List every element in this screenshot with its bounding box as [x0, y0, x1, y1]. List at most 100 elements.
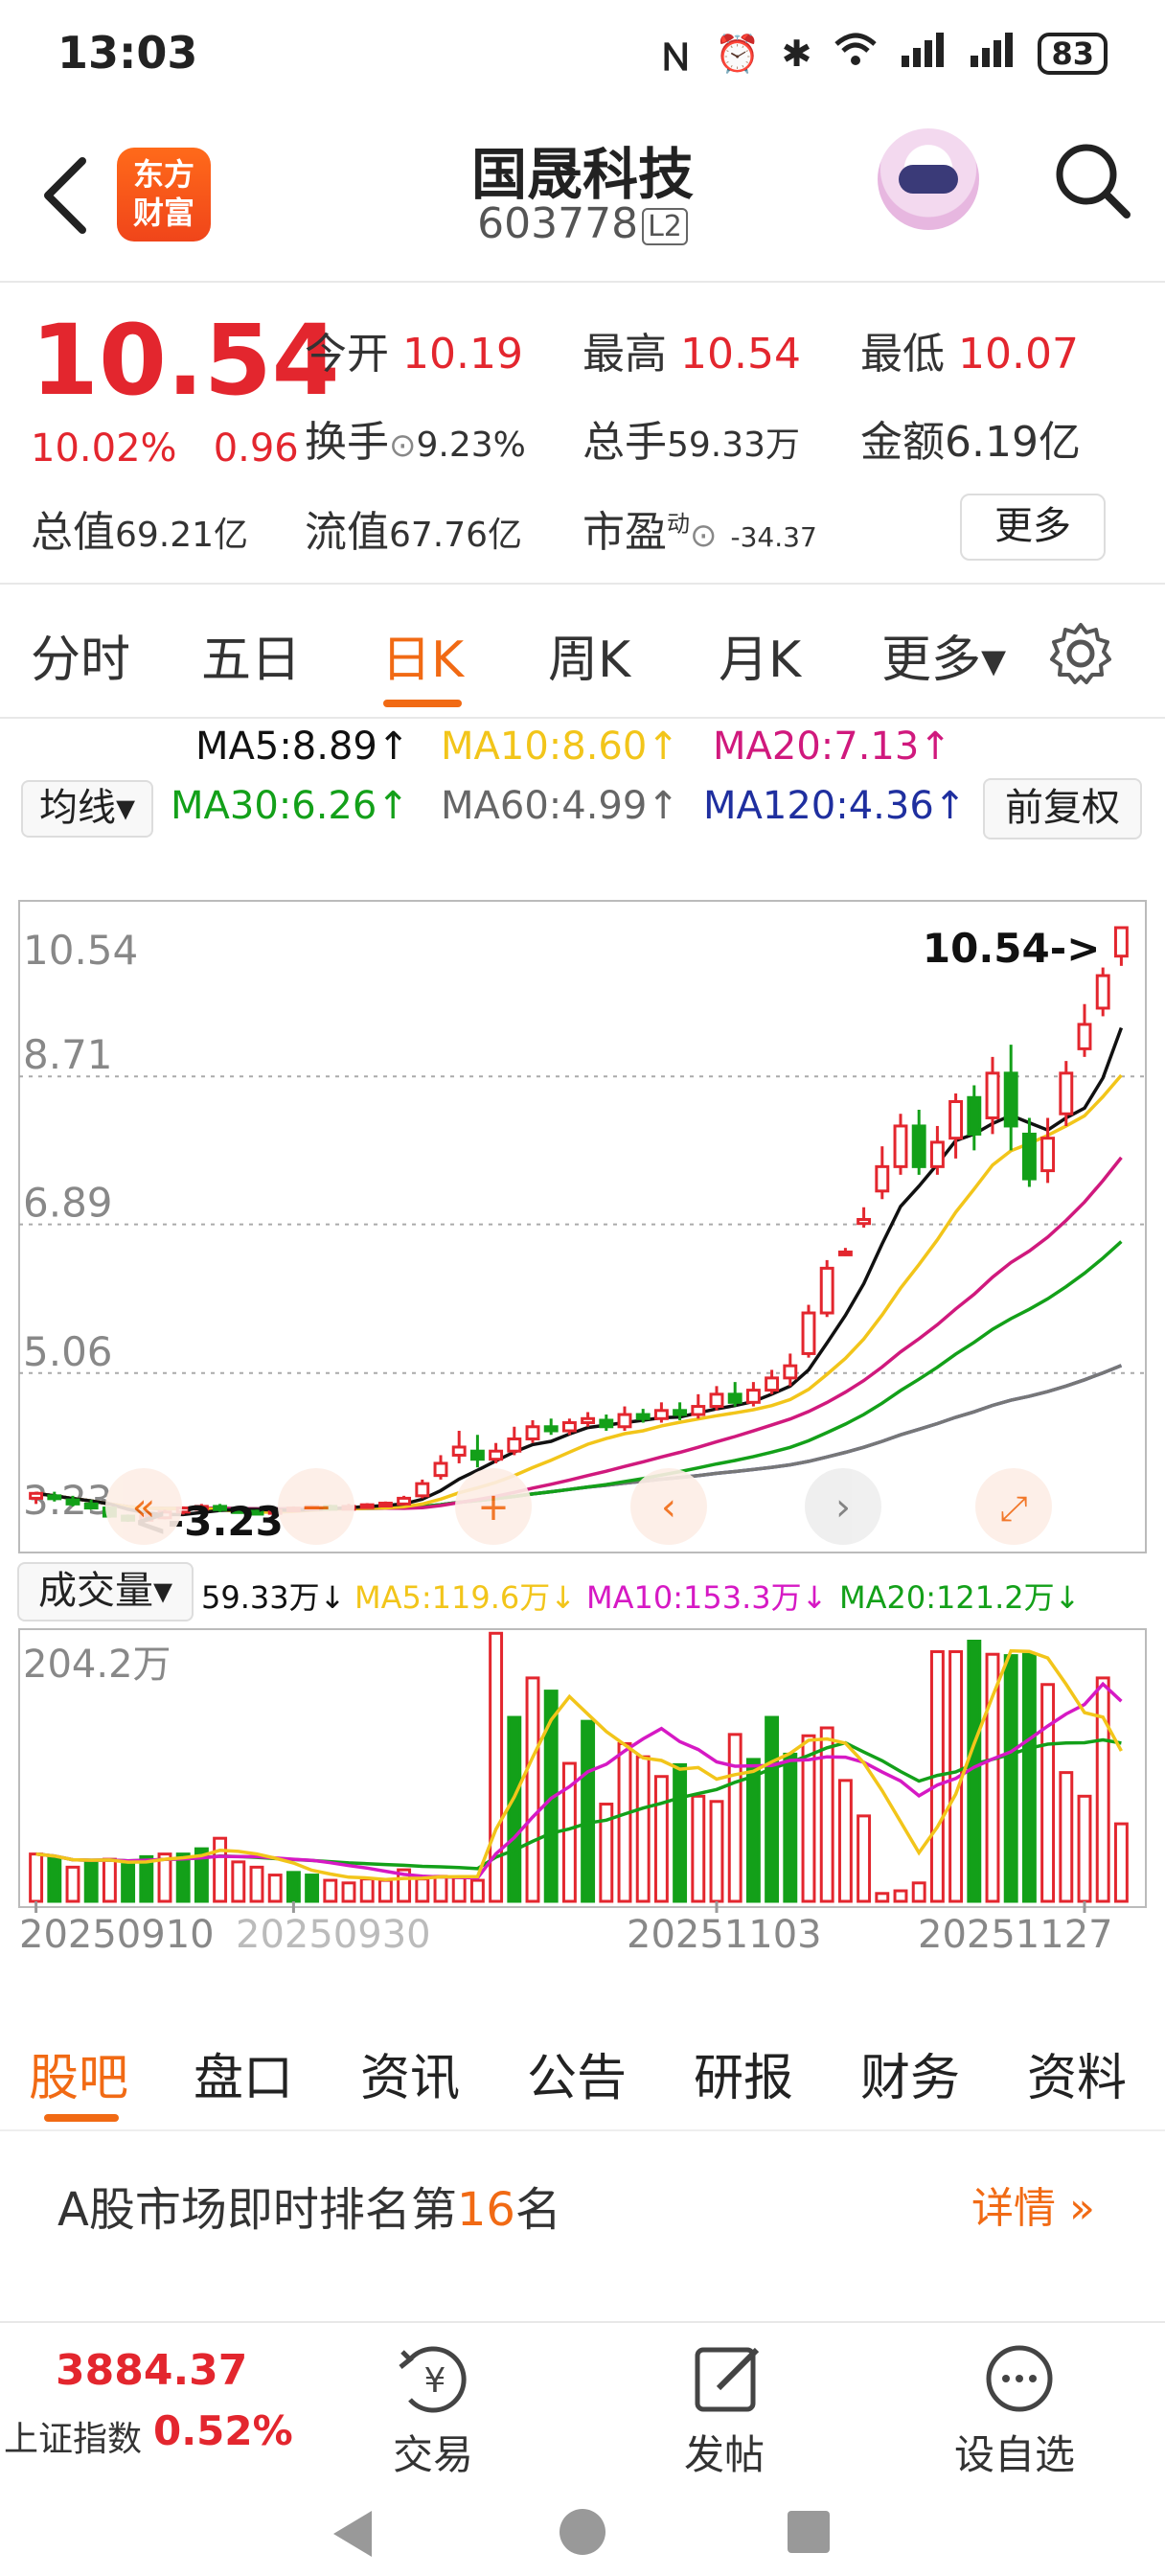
- rank-number: 16: [456, 2183, 515, 2237]
- volume-field: 总手59.33万: [582, 407, 800, 469]
- compose-icon[interactable]: [690, 2342, 766, 2415]
- tab-profile[interactable]: 资料: [1027, 2050, 1128, 2107]
- rank-detail-link[interactable]: 详情 »: [971, 2174, 1095, 2235]
- trade-label[interactable]: 交易: [393, 2431, 474, 2478]
- volume-bar: [213, 1836, 228, 1903]
- float-value: 67.76亿: [389, 516, 523, 555]
- volume-bar: [157, 1852, 172, 1903]
- price-change: 10.02% 0.96: [31, 426, 299, 471]
- candle-body: [489, 1449, 504, 1461]
- volume-bar: [194, 1847, 209, 1903]
- candle-body: [1077, 1023, 1092, 1050]
- post-label[interactable]: 发帖: [684, 2431, 765, 2478]
- ma-selector[interactable]: 均线▾: [21, 780, 153, 838]
- nav-home-icon[interactable]: [556, 2505, 609, 2559]
- fast-back-icon[interactable]: «: [132, 1485, 155, 1530]
- tab-announcements[interactable]: 公告: [527, 2050, 628, 2107]
- candle-body: [635, 1413, 651, 1420]
- volume-bar: [65, 1865, 80, 1903]
- rank-detail-label: 详情: [971, 2184, 1056, 2233]
- tab-daily-k[interactable]: 日K: [381, 632, 465, 689]
- ma60-value: MA60:4.99↑: [441, 784, 679, 828]
- next-icon[interactable]: ›: [835, 1485, 851, 1530]
- candle-body: [507, 1437, 522, 1453]
- volume-bar: [47, 1856, 62, 1903]
- low-field: 最低 10.07: [860, 319, 1079, 380]
- info-icon[interactable]: ⊙: [389, 426, 417, 465]
- candle-body: [765, 1376, 780, 1392]
- tab-pankou[interactable]: 盘口: [194, 2050, 294, 2107]
- candle-body: [1059, 1071, 1074, 1116]
- watchlist-label[interactable]: 设自选: [954, 2431, 1076, 2478]
- nav-back-icon[interactable]: [326, 2507, 379, 2561]
- back-icon[interactable]: [38, 155, 92, 240]
- volume-bar: [231, 1860, 246, 1903]
- bluetooth-icon: ✱: [781, 33, 812, 75]
- tab-guba[interactable]: 股吧: [29, 2050, 129, 2107]
- nfc-icon: Ｎ: [657, 35, 695, 79]
- open-field: 今开 10.19: [305, 319, 523, 380]
- y-tick-label: 6.89: [23, 1180, 113, 1227]
- index-name[interactable]: 上证指数: [4, 2420, 143, 2459]
- tab-more[interactable]: 更多▾: [881, 632, 1007, 689]
- x-tick-label: 20251127: [918, 1913, 1113, 1957]
- trade-icon[interactable]: ¥: [391, 2342, 477, 2415]
- volume-bar: [397, 1868, 412, 1903]
- tab-monthly-k[interactable]: 月K: [719, 632, 802, 689]
- volume-bar: [599, 1803, 614, 1903]
- zoom-out-icon[interactable]: −: [300, 1485, 332, 1530]
- candle-body: [985, 1071, 1000, 1119]
- tab-weekly-k[interactable]: 周K: [548, 632, 631, 689]
- robot-assistant-icon[interactable]: [878, 128, 979, 230]
- candle-body: [231, 1507, 246, 1514]
- signal-icon: [969, 32, 1017, 76]
- tab-five-day[interactable]: 五日: [201, 632, 302, 689]
- zoom-in-icon[interactable]: +: [477, 1485, 510, 1530]
- tab-research[interactable]: 研报: [694, 2050, 794, 2107]
- more-options-icon[interactable]: [981, 2342, 1058, 2415]
- candle-body: [1040, 1137, 1056, 1173]
- volume-bar: [745, 1758, 761, 1903]
- volume-indicator-selector[interactable]: 成交量▾: [17, 1562, 194, 1622]
- gear-icon[interactable]: [1048, 621, 1113, 690]
- level-badge[interactable]: L2: [642, 207, 688, 245]
- tab-intraday[interactable]: 分时: [31, 632, 131, 689]
- amount-label: 金额: [860, 418, 945, 467]
- open-label: 今开: [305, 330, 389, 379]
- chart-nav-controls: « − + ‹ › ⤢: [105, 1468, 1052, 1545]
- prev-icon[interactable]: ‹: [661, 1485, 676, 1530]
- volume-bar: [451, 1875, 467, 1903]
- volume-ma10-line: [35, 1681, 1123, 1880]
- volume-ma20: MA20:121.2万↓: [839, 1579, 1081, 1616]
- volume-bar: [837, 1779, 853, 1903]
- volume-chart[interactable]: 204.2万 20250910 20250930 20251103 20251127: [0, 1623, 1165, 2007]
- y-tick-label: 10.54: [23, 927, 138, 974]
- index-change: 0.52%: [153, 2407, 293, 2454]
- adjust-selector[interactable]: 前复权: [983, 778, 1142, 840]
- active-subtab-indicator: [44, 2114, 119, 2122]
- volume-ma5-line: [35, 1648, 1123, 1881]
- tab-news[interactable]: 资讯: [360, 2050, 461, 2107]
- app-logo[interactable]: 东方 财富: [117, 148, 211, 242]
- candle-body: [561, 1421, 577, 1433]
- volume-bar: [305, 1874, 320, 1903]
- rank-row[interactable]: A股市场即时排名第16名 详情 »: [0, 2133, 1165, 2267]
- amount-field: 金额6.19亿: [860, 407, 1081, 469]
- system-nav-bar: [0, 2478, 1165, 2576]
- volume-bar: [433, 1874, 448, 1903]
- info-icon[interactable]: ⊙: [690, 517, 718, 555]
- candle-body: [801, 1311, 816, 1355]
- ma10-value: MA10:8.60↑: [441, 724, 679, 769]
- kline-chart[interactable]: 10.548.716.895.063.23 10.54-><-3.23 « − …: [0, 891, 1165, 1562]
- tab-finance[interactable]: 财务: [860, 2050, 961, 2107]
- index-value[interactable]: 3884.37: [56, 2346, 248, 2395]
- fullscreen-icon[interactable]: ⤢: [1000, 1489, 1028, 1529]
- candle-body: [525, 1425, 540, 1440]
- nav-recents-icon[interactable]: [784, 2507, 834, 2557]
- more-button[interactable]: 更多: [960, 494, 1106, 561]
- candle-body: [47, 1494, 62, 1501]
- turnover-value: 9.23%: [416, 426, 526, 465]
- search-icon[interactable]: [1052, 140, 1132, 224]
- volume-bar: [709, 1800, 724, 1903]
